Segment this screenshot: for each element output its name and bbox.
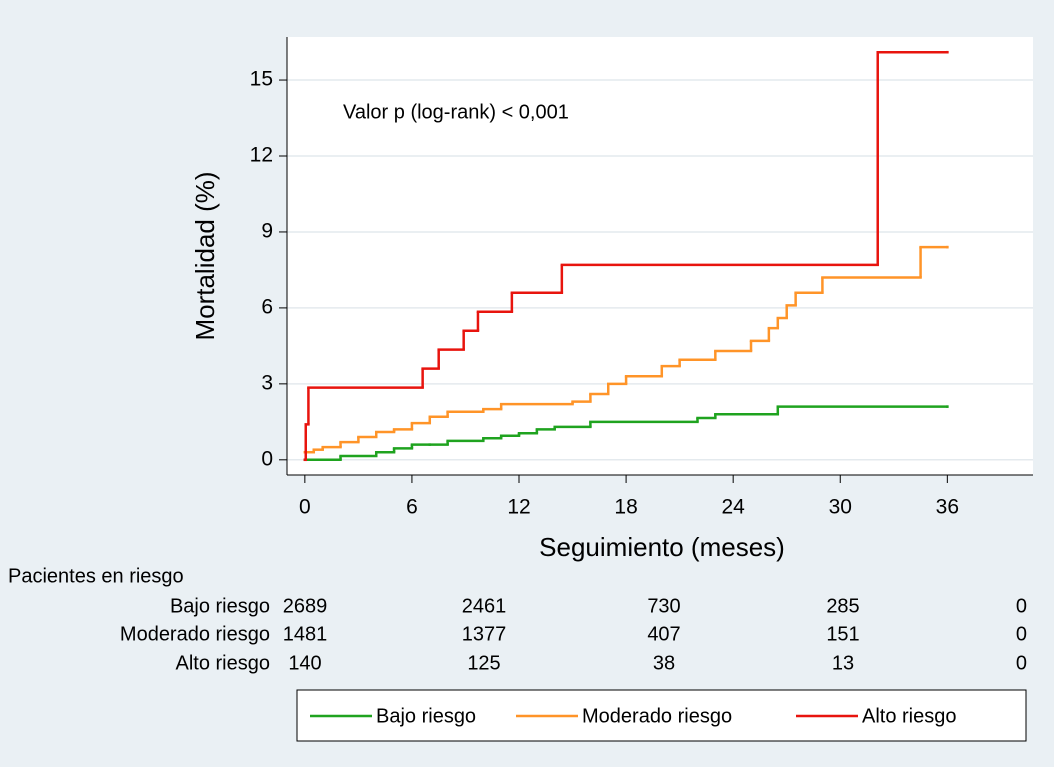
x-tick-label: 18 bbox=[614, 496, 637, 519]
risk-count: 2689 bbox=[283, 595, 328, 617]
y-tick-label: 15 bbox=[250, 68, 273, 91]
risk-count: 285 bbox=[826, 595, 859, 617]
risk-count: 0 bbox=[1016, 652, 1027, 674]
risk-count: 407 bbox=[647, 623, 680, 645]
y-axis-title: Mortalidad (%) bbox=[190, 171, 220, 340]
risk-row-label: Alto riesgo bbox=[176, 652, 271, 674]
y-tick-label: 9 bbox=[261, 219, 273, 242]
risk-count: 38 bbox=[653, 652, 675, 674]
risk-row-label: Bajo riesgo bbox=[170, 595, 270, 617]
risk-count: 2461 bbox=[462, 595, 507, 617]
legend-box bbox=[296, 689, 1027, 742]
x-tick-label: 6 bbox=[406, 496, 418, 519]
legend-label: Alto riesgo bbox=[862, 705, 957, 727]
risk-count: 140 bbox=[288, 652, 321, 674]
risk-count: 0 bbox=[1016, 623, 1027, 645]
plot-area bbox=[287, 37, 1033, 475]
y-tick-label: 12 bbox=[250, 144, 273, 167]
risk-row-label: Moderado riesgo bbox=[120, 623, 270, 645]
legend-label: Bajo riesgo bbox=[376, 705, 476, 727]
risk-table-title: Pacientes en riesgo bbox=[8, 565, 184, 587]
x-tick-label: 0 bbox=[299, 496, 311, 519]
x-tick-label: 24 bbox=[721, 496, 745, 519]
x-tick-label: 12 bbox=[507, 496, 530, 519]
x-axis-title: Seguimiento (meses) bbox=[539, 532, 785, 562]
risk-count: 125 bbox=[467, 652, 500, 674]
risk-count: 13 bbox=[832, 652, 854, 674]
legend-label: Moderado riesgo bbox=[582, 705, 732, 727]
annotation: Valor p (log-rank) < 0,001 bbox=[343, 101, 569, 123]
y-tick-label: 6 bbox=[261, 295, 273, 318]
x-tick-label: 36 bbox=[936, 496, 959, 519]
y-tick-label: 0 bbox=[261, 447, 273, 470]
y-tick-label: 3 bbox=[261, 371, 273, 394]
risk-count: 151 bbox=[826, 623, 859, 645]
risk-count: 730 bbox=[647, 595, 680, 617]
risk-count: 0 bbox=[1016, 595, 1027, 617]
risk-count: 1377 bbox=[462, 623, 507, 645]
risk-count: 1481 bbox=[283, 623, 328, 645]
x-tick-label: 30 bbox=[829, 496, 852, 519]
